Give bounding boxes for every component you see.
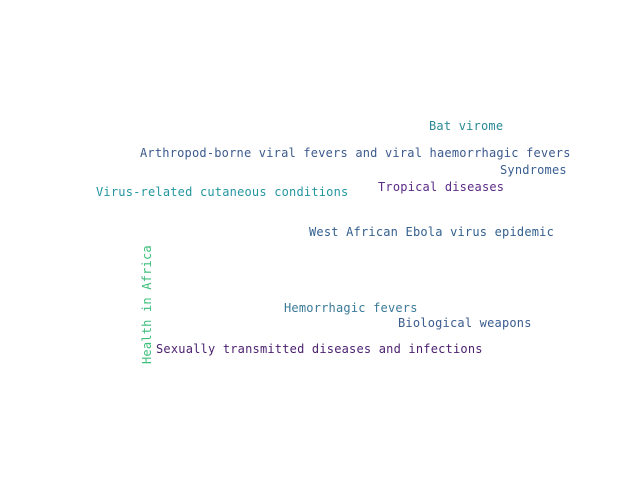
word-ebola-epidemic: West African Ebola virus epidemic bbox=[309, 225, 555, 239]
word-arthropod-borne-fevers: Arthropod-borne viral fevers and viral h… bbox=[140, 146, 571, 160]
word-tropical-diseases: Tropical diseases bbox=[378, 180, 505, 194]
word-bat-virome: Bat virome bbox=[429, 119, 504, 133]
word-virus-cutaneous: Virus-related cutaneous conditions bbox=[96, 185, 349, 199]
word-syndromes: Syndromes bbox=[500, 163, 567, 177]
word-sti: Sexually transmitted diseases and infect… bbox=[156, 342, 483, 356]
word-biological-weapons: Biological weapons bbox=[398, 316, 532, 330]
word-health-in-africa: Health in Africa bbox=[140, 245, 154, 364]
word-hemorrhagic-fevers: Hemorrhagic fevers bbox=[284, 301, 418, 315]
